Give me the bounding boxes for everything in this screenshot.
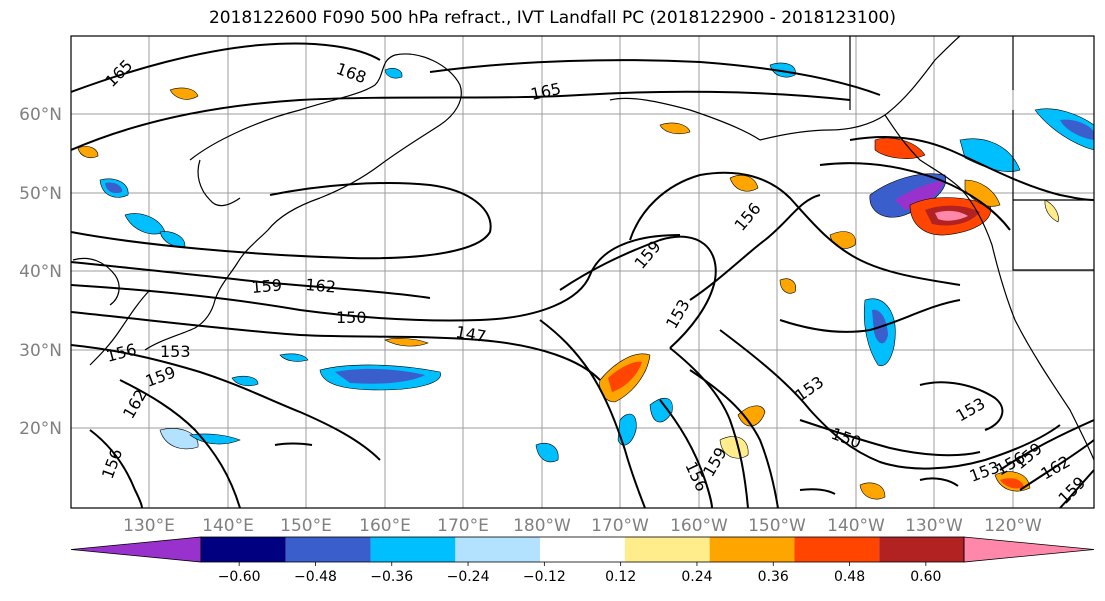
colorbar-border [200,536,965,563]
figure-title: 2018122600 F090 500 hPa refract., IVT La… [208,8,896,28]
lon-label: 160°E [359,516,411,536]
colorbar-segment [540,537,625,562]
colorbar-tick-label: −0.60 [218,569,261,585]
lon-label: 160°W [670,516,728,536]
colorbar-tick-label: −0.12 [523,569,566,585]
colorbar-segment [370,537,456,562]
colorbar-segment [794,537,880,562]
lon-label: 140°E [202,516,254,536]
colorbar-segment [201,537,286,562]
refractivity-contours [71,42,1094,508]
lat-label: 50°N [19,184,62,204]
colorbar-extend-low [70,536,202,563]
colorbar-segment [624,537,710,562]
lon-label: 150°E [280,516,332,536]
graticule [71,36,1094,508]
lon-label: 140°W [827,516,885,536]
lon-label: 150°W [748,516,806,536]
lat-label: 40°N [19,262,62,282]
colorbar: −0.60 −0.48 −0.36 −0.24 −0.12 0.12 0.24 0.36 0.4… [70,536,1095,585]
lon-label: 180°W [513,516,571,536]
colorbar-extend-high [963,536,1095,563]
colorbar-tick-label: 0.48 [834,569,865,585]
lat-label: 20°N [19,419,62,439]
coastlines [72,36,1094,461]
lon-label: 130°E [123,516,175,536]
longitude-labels: 130°E 140°E 150°E 160°E 170°E 180°W 170°… [123,516,1042,536]
colorbar-segment [285,537,371,562]
contour-label: 153 [160,342,191,361]
contour-label: 162 [305,275,337,297]
colorbar-tick-label: 0.24 [681,569,712,585]
lon-label: 120°W [984,516,1042,536]
colorbar-segment [709,537,795,562]
lon-label: 130°W [905,516,963,536]
colorbar-tick-label: 0.60 [910,569,941,585]
lat-label: 30°N [19,341,62,361]
lon-label: 170°E [437,516,489,536]
map-frame [70,35,1095,509]
latitude-labels: 60°N 50°N 40°N 30°N 20°N [19,105,62,439]
colorbar-segment [879,537,964,562]
colorbar-tick-label: −0.36 [370,569,413,585]
colorbar-tick-label: 0.12 [605,569,636,585]
ivt-anomaly-fills [77,62,1094,500]
colorbar-segment [455,537,541,562]
colorbar-tick-label: −0.24 [447,569,490,585]
contour-label: 159 [251,275,283,297]
colorbar-tick-label: −0.48 [294,569,337,585]
lat-label: 60°N [19,105,62,125]
map-area [71,36,1094,508]
contour-label: 150 [336,308,367,327]
lon-label: 170°W [591,516,649,536]
colorbar-tick-label: 0.36 [758,569,789,585]
